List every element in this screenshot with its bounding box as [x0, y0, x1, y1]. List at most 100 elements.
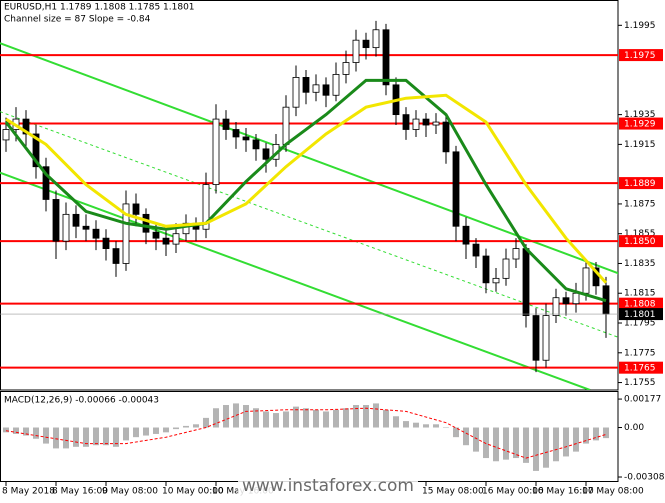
x-tick-label: 15 May 08:00 — [422, 487, 484, 497]
macd-bar — [93, 427, 99, 446]
macd-y-tick-label: 0.00 — [624, 423, 644, 433]
watermark: www.instaforex.com — [242, 476, 414, 496]
y-tick-label: 1.1995 — [624, 21, 656, 31]
candle-body — [402, 114, 410, 130]
candle-body — [512, 248, 520, 260]
macd-bar — [323, 411, 329, 428]
macd-plot — [3, 403, 609, 471]
candle-body — [302, 77, 310, 93]
macd-bar — [153, 427, 159, 434]
macd-bar — [563, 427, 569, 457]
macd-bar — [43, 427, 49, 444]
level-label-box — [619, 117, 663, 130]
watermark-box — [238, 474, 418, 496]
macd-bar — [303, 408, 309, 428]
candle-body — [382, 29, 390, 86]
level-label-box — [619, 177, 663, 190]
overlay: 1.1995 1.1935 1.1915 1.1875 1.1855 1.1835 1.18… — [2, 21, 665, 497]
candle-body — [232, 129, 240, 138]
candle-body — [472, 243, 480, 257]
macd-bar — [513, 427, 519, 459]
candle-body — [412, 118, 420, 130]
macd-bar — [433, 424, 439, 428]
y-tick-label: 1.1775 — [624, 348, 656, 358]
x-tick-label: 10 May 00:00 — [162, 487, 224, 497]
macd-bar — [463, 427, 469, 446]
candle-body — [452, 151, 460, 227]
macd-bar — [273, 413, 279, 428]
macd-bar — [313, 409, 319, 428]
x-tick-label: 16 May 16:00 — [532, 487, 594, 497]
level-label: 1.1975 — [624, 51, 656, 61]
macd-bar — [143, 427, 149, 436]
main-frame — [0, 0, 619, 391]
candle-body — [282, 106, 290, 145]
macd-bar — [173, 427, 179, 430]
candle-body — [432, 121, 440, 126]
macd-bar — [403, 421, 409, 428]
trend-line — [0, 111, 618, 338]
y-tick-label: 1.1915 — [624, 140, 656, 150]
macd-bar — [293, 406, 299, 428]
candle-body — [172, 233, 180, 245]
level-label: 1.1850 — [624, 237, 656, 247]
macd-bar — [123, 427, 129, 441]
candle-body — [162, 237, 170, 245]
trend-line — [0, 171, 591, 390]
moving-average — [5, 93, 608, 284]
candle-body — [582, 267, 590, 294]
chart-subtitle: Channel size = 87 Slope = -0.84 — [4, 15, 151, 25]
macd-bar — [363, 405, 369, 428]
macd-bar — [453, 427, 459, 438]
macd-bar — [343, 408, 349, 428]
candle-body — [32, 133, 40, 168]
macd-bar — [503, 427, 509, 460]
candle-body — [342, 62, 350, 75]
macd-bar — [473, 427, 479, 452]
last-price-box — [619, 308, 663, 321]
macd-y-tick-label: 0.00177 — [624, 395, 661, 405]
macd-bar — [333, 409, 339, 428]
macd-bar — [483, 427, 489, 459]
macd-y-tick-label: -0.00308 — [624, 473, 665, 483]
macd-bar — [33, 427, 39, 439]
y-tick-label: 1.1855 — [624, 229, 656, 239]
macd-bar — [193, 424, 199, 428]
macd-bar — [83, 427, 89, 447]
macd-bar — [383, 409, 389, 428]
y-tick-label: 1.1795 — [624, 319, 656, 329]
macd-bar — [443, 427, 449, 429]
macd-bar — [63, 427, 69, 449]
level-label-box — [619, 297, 663, 310]
macd-bar — [203, 417, 209, 428]
candle-body — [352, 39, 360, 63]
macd-bar — [493, 427, 499, 462]
y-tick-label: 1.1755 — [624, 378, 656, 388]
main-plot — [0, 20, 618, 390]
candle-body — [332, 74, 340, 96]
macd-bar — [393, 416, 399, 428]
macd-bar — [73, 427, 79, 447]
macd-bar — [543, 427, 549, 468]
macd-bar — [423, 424, 429, 428]
x-tick-label: 9 May 08:00 — [102, 487, 158, 497]
candle-body — [82, 225, 90, 230]
candle-body — [182, 222, 190, 235]
candle-body — [372, 29, 380, 49]
macd-bar — [373, 403, 379, 428]
macd-bar — [263, 411, 269, 428]
candle-body — [362, 39, 370, 49]
candle-body — [252, 139, 260, 150]
macd-title: MACD(12,26,9) -0.00066 -0.00043 — [4, 396, 159, 406]
macd-bar — [583, 427, 589, 444]
candle-body — [202, 184, 210, 230]
macd-bar — [113, 427, 119, 447]
level-label-box — [619, 361, 663, 374]
y-tick-label: 1.1875 — [624, 199, 656, 209]
candle-body — [112, 248, 120, 264]
candle-body — [322, 84, 330, 96]
macd-bar — [593, 427, 599, 441]
macd-bar — [23, 427, 29, 436]
